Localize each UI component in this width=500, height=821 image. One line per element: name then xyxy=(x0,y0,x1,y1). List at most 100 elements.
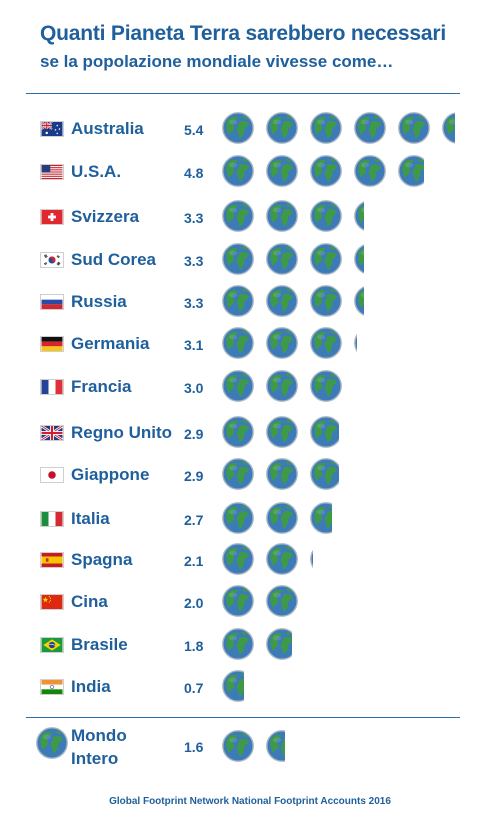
bar-svizzera-earth-4 xyxy=(354,200,364,232)
chart-title: Quanti Pianeta Terra sarebbero necessari xyxy=(40,22,446,45)
bar-cina-earth-1 xyxy=(222,585,254,617)
flag-uk-icon xyxy=(40,425,64,441)
bar-row-spagna: Spagna 2.1 xyxy=(0,543,500,579)
bar-svizzera-earth-2 xyxy=(266,200,298,232)
value-label: 5.4 xyxy=(184,122,204,138)
bar-row-regno-unito: Regno Unito 2.9 xyxy=(0,416,500,452)
bar-spagna-earth-3 xyxy=(310,543,313,575)
bar-sud-corea-earth-3 xyxy=(310,243,342,275)
bar-row-brasile: Brasile 1.8 xyxy=(0,628,500,664)
country-label: Australia xyxy=(71,119,144,138)
bar-germania-earth-4 xyxy=(354,327,357,359)
country-label: Cina xyxy=(71,592,108,611)
bar-u-s-a-earth-2 xyxy=(266,155,298,187)
bar-australia-earth-1 xyxy=(222,112,254,144)
bar-cina-earth-2 xyxy=(266,585,298,617)
bar-regno-unito-earth-1 xyxy=(222,416,254,448)
bottom-divider xyxy=(26,717,460,718)
value-label: 2.0 xyxy=(184,595,204,611)
bar-giappone-earth-2 xyxy=(266,458,298,490)
flag-china-icon xyxy=(40,594,64,610)
bar-spagna-earth-1 xyxy=(222,543,254,575)
bar-australia-earth-5 xyxy=(398,112,430,144)
chart-subtitle: se la popolazione mondiale vivesse come… xyxy=(40,52,394,71)
value-label: 2.9 xyxy=(184,426,204,442)
bar-row-russia: Russia 3.3 xyxy=(0,285,500,321)
flag-south-korea-icon xyxy=(40,252,64,268)
bar-row-svizzera: Svizzera 3.3 xyxy=(0,200,500,236)
flag-germany-icon xyxy=(40,336,64,352)
world-label-line1: Mondo xyxy=(71,726,127,745)
country-label: India xyxy=(71,677,111,696)
bar-row-germania: Germania 3.1 xyxy=(0,327,500,363)
country-label: Spagna xyxy=(71,550,133,569)
bar-australia-earth-4 xyxy=(354,112,386,144)
bar-row-giappone: Giappone 2.9 xyxy=(0,458,500,494)
bar-spagna-earth-2 xyxy=(266,543,298,575)
country-label: Regno Unito xyxy=(71,423,173,442)
bar-francia-earth-2 xyxy=(266,370,298,402)
bar-francia-earth-1 xyxy=(222,370,254,402)
value-label: 1.8 xyxy=(184,638,204,654)
bar-francia-earth-3 xyxy=(310,370,342,402)
country-label: U.S.A. xyxy=(71,162,122,181)
value-label: 4.8 xyxy=(184,165,204,181)
value-label: 3.1 xyxy=(184,337,204,353)
country-label: Giappone xyxy=(71,465,150,484)
value-label: 3.0 xyxy=(184,380,204,396)
bar-row-australia: Australia 5.4 xyxy=(0,112,500,148)
country-label: Brasile xyxy=(71,635,128,654)
bar-sud-corea-earth-2 xyxy=(266,243,298,275)
bar-russia-earth-3 xyxy=(310,285,342,317)
value-label: 2.7 xyxy=(184,512,204,528)
bar-row-india: India 0.7 xyxy=(0,670,500,706)
flag-russia-icon xyxy=(40,294,64,310)
bar-giappone-earth-3 xyxy=(310,458,339,490)
flag-spain-icon xyxy=(40,552,64,568)
bar-brasile-earth-1 xyxy=(222,628,254,660)
bar-regno-unito-earth-3 xyxy=(310,416,339,448)
bar-germania-earth-3 xyxy=(310,327,342,359)
flag-switzerland-icon xyxy=(40,209,64,225)
source-note: Global Footprint Network National Footpr… xyxy=(109,796,391,807)
bar-row-francia: Francia 3.0 xyxy=(0,370,500,406)
bar-u-s-a-earth-3 xyxy=(310,155,342,187)
country-label: Sud Corea xyxy=(71,250,157,269)
country-label: Germania xyxy=(71,334,150,353)
bar-germania-earth-2 xyxy=(266,327,298,359)
value-label: 2.9 xyxy=(184,468,204,484)
bar-regno-unito-earth-2 xyxy=(266,416,298,448)
country-label: Russia xyxy=(71,292,127,311)
bar-row-italia: Italia 2.7 xyxy=(0,502,500,538)
bar-australia-earth-3 xyxy=(310,112,342,144)
bar-germania-earth-1 xyxy=(222,327,254,359)
country-label: Svizzera xyxy=(71,207,140,226)
world-label-line2: Intero xyxy=(71,749,119,768)
top-divider xyxy=(26,93,460,94)
bar-row-cina: Cina 2.0 xyxy=(0,585,500,621)
bar-india-earth-1 xyxy=(222,670,244,702)
bar-u-s-a-earth-1 xyxy=(222,155,254,187)
bar-italia-earth-2 xyxy=(266,502,298,534)
bar-giappone-earth-1 xyxy=(222,458,254,490)
world-earth-2 xyxy=(266,730,285,762)
bar-sud-corea-earth-4 xyxy=(354,243,364,275)
bar-australia-earth-6 xyxy=(442,112,455,144)
flag-italy-icon xyxy=(40,511,64,527)
bar-row-u-s-a: U.S.A. 4.8 xyxy=(0,155,500,191)
bar-russia-earth-1 xyxy=(222,285,254,317)
flag-australia-icon xyxy=(40,121,64,137)
world-globe-icon xyxy=(36,727,68,759)
bar-italia-earth-1 xyxy=(222,502,254,534)
bar-brasile-earth-2 xyxy=(266,628,292,660)
flag-india-icon xyxy=(40,679,64,695)
country-label: Francia xyxy=(71,377,132,396)
bar-svizzera-earth-3 xyxy=(310,200,342,232)
bar-italia-earth-3 xyxy=(310,502,332,534)
world-row: Mondo Intero 1.6 xyxy=(0,724,500,768)
flag-france-icon xyxy=(40,379,64,395)
value-label: 2.1 xyxy=(184,553,204,569)
bar-russia-earth-2 xyxy=(266,285,298,317)
world-label: Mondo Intero xyxy=(71,724,161,770)
value-label: 0.7 xyxy=(184,680,204,696)
